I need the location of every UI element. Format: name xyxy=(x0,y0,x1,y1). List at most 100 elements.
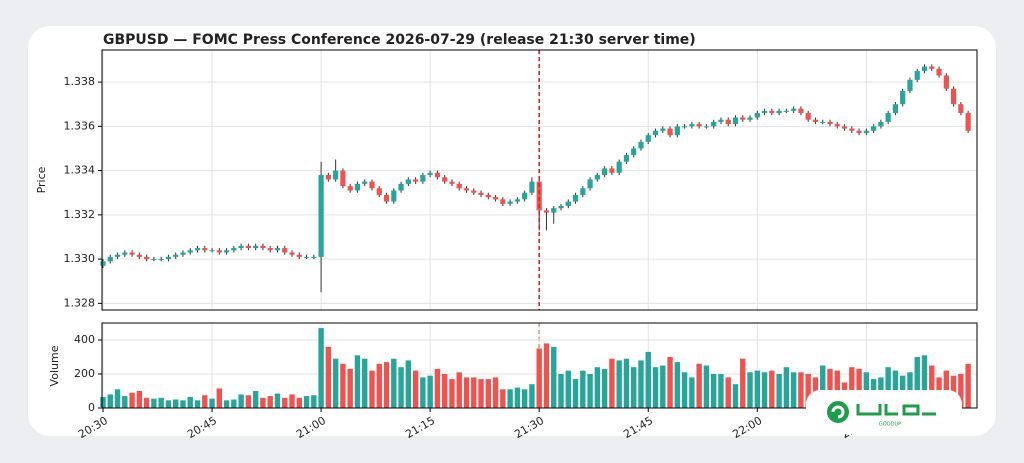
volume-bar xyxy=(456,372,462,408)
candle-body xyxy=(841,126,848,129)
candle-body xyxy=(471,190,477,193)
candle-body xyxy=(936,68,942,76)
candle-body xyxy=(652,130,659,136)
volume-bar xyxy=(572,379,579,408)
watermark: GOODUP xyxy=(806,390,962,434)
volume-bar xyxy=(732,384,739,408)
volume-bar xyxy=(478,379,484,408)
candle-body xyxy=(827,121,833,125)
volume-bar xyxy=(681,372,688,408)
volume-bar xyxy=(594,367,601,408)
candle-body xyxy=(478,192,484,195)
candle-body xyxy=(761,110,768,114)
candle-body xyxy=(871,126,877,131)
candle-body xyxy=(776,110,782,114)
candle-body xyxy=(616,161,622,173)
candle-body xyxy=(921,66,928,72)
volume-bar xyxy=(551,346,557,408)
candle-body xyxy=(696,124,702,127)
candle-body xyxy=(950,88,957,105)
volume-bar xyxy=(223,400,230,408)
card xyxy=(28,26,996,436)
candle-body xyxy=(267,248,273,251)
candle-body xyxy=(507,201,513,204)
candle-body xyxy=(405,179,411,184)
volume-bar xyxy=(376,363,382,408)
candle-body xyxy=(791,108,797,111)
watermark-text: GOODUP xyxy=(879,422,901,428)
candle-body xyxy=(565,201,571,206)
candle-body xyxy=(602,168,608,176)
candle-body xyxy=(303,256,310,258)
volume-bar xyxy=(885,367,891,408)
volume-bar xyxy=(943,370,950,408)
candle-body xyxy=(580,188,586,195)
candle-body xyxy=(572,194,579,202)
volume-bar xyxy=(420,377,426,408)
candle-body xyxy=(122,252,128,255)
axes-frame xyxy=(101,49,978,311)
candle-body xyxy=(260,245,266,249)
volume-bar xyxy=(601,368,608,408)
candle-body xyxy=(187,250,193,253)
volume-bar xyxy=(340,363,346,408)
candle-body xyxy=(376,188,382,195)
volume-bar xyxy=(209,398,215,408)
candle-body xyxy=(812,119,819,122)
volume-bar xyxy=(449,379,455,408)
candle-body xyxy=(347,186,353,191)
volume-bar xyxy=(194,400,201,408)
candle-body xyxy=(703,126,710,128)
volume-bar xyxy=(660,365,666,408)
candle-body xyxy=(151,259,157,261)
volume-bar xyxy=(638,360,644,408)
volume-bar xyxy=(245,395,252,408)
volume-bar xyxy=(856,368,862,408)
volume-bar xyxy=(543,343,550,408)
volume-bar xyxy=(267,396,273,408)
volume-bar xyxy=(158,397,164,408)
logo-icon xyxy=(827,401,849,423)
volume-bar xyxy=(500,389,506,408)
volume-bar xyxy=(849,367,855,408)
volume-bar xyxy=(689,377,695,408)
candle-body xyxy=(609,168,615,173)
volume-bar xyxy=(296,397,302,408)
volume-bar xyxy=(471,377,477,408)
candle-body xyxy=(492,197,499,200)
candle-body xyxy=(180,252,186,255)
volume-bar xyxy=(202,395,208,408)
volume-bar xyxy=(398,367,404,408)
volume-bar xyxy=(761,372,768,408)
candle-body xyxy=(136,254,142,257)
volume-bar xyxy=(187,396,193,408)
candle-body xyxy=(631,148,637,156)
volume-bar xyxy=(747,372,753,408)
candle-body xyxy=(529,181,535,193)
candle-body xyxy=(900,90,906,105)
y-axis-label: Volume xyxy=(48,345,61,386)
candle-body xyxy=(740,117,746,120)
volume-bar xyxy=(725,377,731,408)
volume-bar xyxy=(282,397,288,408)
candle-body xyxy=(834,124,840,127)
volume-bar xyxy=(580,370,586,408)
volume-bar xyxy=(529,384,535,408)
volume-bar xyxy=(107,394,113,408)
volume-bar xyxy=(492,377,499,408)
volume-bar xyxy=(609,358,615,408)
candle-body xyxy=(194,248,201,251)
volume-bar xyxy=(958,374,964,408)
candle-body xyxy=(318,175,324,257)
volume-bar xyxy=(820,365,826,408)
volume-bar xyxy=(558,374,564,408)
candle-body xyxy=(362,181,368,184)
y-tick-label: 200 xyxy=(74,367,95,380)
candle-body xyxy=(129,252,135,255)
volume-bar xyxy=(441,374,448,408)
candle-body xyxy=(144,256,150,260)
volume-bar xyxy=(383,362,390,408)
candle-body xyxy=(173,254,179,257)
volume-bar xyxy=(710,374,717,408)
